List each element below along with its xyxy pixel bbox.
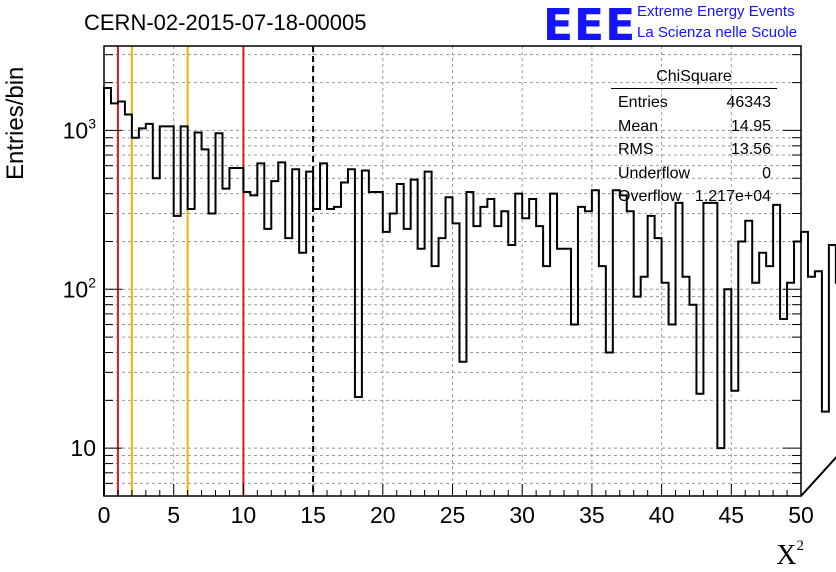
threshold-lines [116,46,315,496]
stats-box: ChiSquare Entries 46343 Mean 14.95 RMS 1… [611,66,777,209]
x-tick-label: 30 [509,502,535,528]
stats-value: 0 [762,164,771,182]
axis-ticks [103,54,802,496]
stats-value: 14.95 [730,117,771,135]
grid-lines [104,46,801,496]
stats-label: Entries [618,94,668,111]
x-tick-label: 35 [579,502,605,528]
stats-row: Entries 46343 [611,91,777,115]
x-tick-label: 15 [300,502,326,528]
x-tick-label: 10 [231,502,257,528]
stats-row: RMS 13.56 [611,138,777,162]
y-tick-label: 103 [63,115,97,143]
x-tick-label: 45 [719,502,745,528]
stats-value: 46343 [726,94,772,111]
x-axis-label-exponent: 2 [796,538,805,554]
stats-label: Underflow [618,164,691,182]
y-tick-label-base: 10 [63,117,89,143]
x-tick-label: 40 [649,502,675,528]
x-tick-label: 0 [98,502,111,528]
stats-divider [611,88,777,89]
histogram-step-line [103,86,836,497]
stats-value: 1.217e+04 [694,188,771,205]
stats-row: Overflow 1.217e+04 [611,185,777,209]
logo-line-2: La Scienza nelle Scuole [637,24,798,41]
x-tick-label: 25 [440,502,466,528]
y-tick-label-base: 10 [70,435,96,461]
y-tick-label: 10 [70,435,96,461]
x-tick-labels: 0 5 10 15 20 25 30 35 40 45 50 [98,502,814,528]
x-tick-label: 20 [370,502,396,528]
eee-logo-mark: EEE [543,0,637,51]
stats-label: RMS [618,141,654,158]
stats-label: Mean [618,117,659,135]
y-tick-label-base: 10 [63,276,89,302]
y-tick-label: 102 [63,274,97,302]
stats-value: 13.56 [730,141,771,158]
stats-row: Underflow 0 [611,162,777,186]
x-tick-label: 50 [788,502,814,528]
x-tick-label: 5 [167,502,180,528]
stats-row: Mean 14.95 [611,115,777,139]
x-axis-label-base: X [776,540,797,571]
chart-title: CERN-02-2015-07-18-00005 [84,10,367,35]
x-axis-label: X2 [776,538,804,572]
y-tick-label-exponent: 3 [88,115,96,131]
y-tick-label-exponent: 2 [88,274,96,290]
stats-label: Overflow [618,188,682,205]
stats-title: ChiSquare [656,68,732,85]
y-axis-label: Entries/bin [2,66,29,180]
logo-line-1: Extreme Energy Events [637,3,795,20]
